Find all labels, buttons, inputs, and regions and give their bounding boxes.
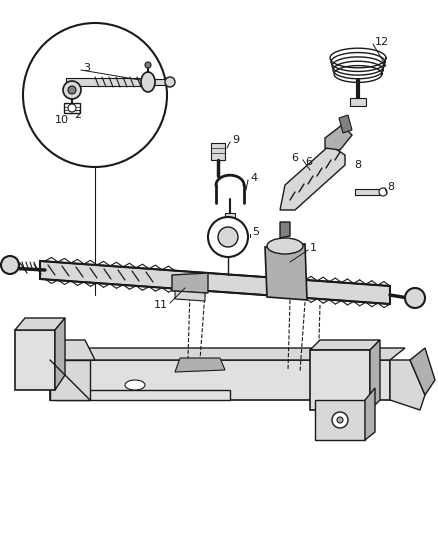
Polygon shape [280, 222, 290, 238]
Circle shape [1, 256, 19, 274]
Polygon shape [172, 273, 208, 293]
Polygon shape [310, 350, 370, 410]
Polygon shape [355, 189, 383, 195]
Polygon shape [66, 78, 148, 86]
Circle shape [218, 227, 238, 247]
Text: 10: 10 [55, 115, 69, 125]
Polygon shape [55, 390, 230, 400]
Polygon shape [410, 348, 435, 395]
Polygon shape [40, 261, 390, 304]
Text: 6: 6 [291, 153, 298, 163]
Polygon shape [280, 145, 345, 210]
Circle shape [165, 77, 175, 87]
Polygon shape [15, 318, 65, 330]
Circle shape [68, 104, 76, 112]
Circle shape [208, 217, 248, 257]
Text: 1: 1 [310, 243, 317, 253]
Ellipse shape [267, 238, 303, 254]
Ellipse shape [141, 72, 155, 92]
Polygon shape [55, 318, 65, 390]
Polygon shape [211, 143, 225, 160]
Polygon shape [50, 360, 90, 400]
Polygon shape [64, 103, 80, 113]
Ellipse shape [125, 380, 145, 390]
Text: 11: 11 [154, 300, 168, 310]
Polygon shape [265, 244, 307, 300]
Polygon shape [339, 115, 352, 133]
Polygon shape [365, 388, 375, 440]
Text: 12: 12 [375, 37, 389, 47]
Circle shape [332, 412, 348, 428]
Polygon shape [50, 360, 390, 400]
Polygon shape [15, 330, 55, 390]
Polygon shape [325, 125, 352, 150]
Polygon shape [175, 291, 205, 301]
Polygon shape [50, 340, 95, 360]
Polygon shape [175, 358, 225, 372]
Polygon shape [350, 98, 366, 106]
Text: 8: 8 [354, 160, 361, 170]
Polygon shape [315, 400, 365, 440]
Circle shape [145, 62, 151, 68]
Circle shape [379, 188, 387, 196]
Polygon shape [68, 108, 76, 113]
Text: 3: 3 [83, 63, 90, 73]
Text: 5: 5 [252, 227, 259, 237]
Text: 9: 9 [232, 135, 239, 145]
Polygon shape [310, 340, 380, 350]
Polygon shape [154, 79, 168, 85]
Circle shape [23, 23, 167, 167]
Text: 6: 6 [305, 157, 312, 167]
Text: 8: 8 [387, 182, 394, 192]
Polygon shape [50, 348, 405, 360]
Polygon shape [225, 213, 235, 219]
Polygon shape [370, 340, 380, 410]
Text: 4: 4 [250, 173, 257, 183]
Text: 2: 2 [74, 110, 81, 120]
Circle shape [337, 417, 343, 423]
Circle shape [68, 86, 76, 94]
Circle shape [63, 81, 81, 99]
Polygon shape [390, 360, 425, 410]
Circle shape [405, 288, 425, 308]
